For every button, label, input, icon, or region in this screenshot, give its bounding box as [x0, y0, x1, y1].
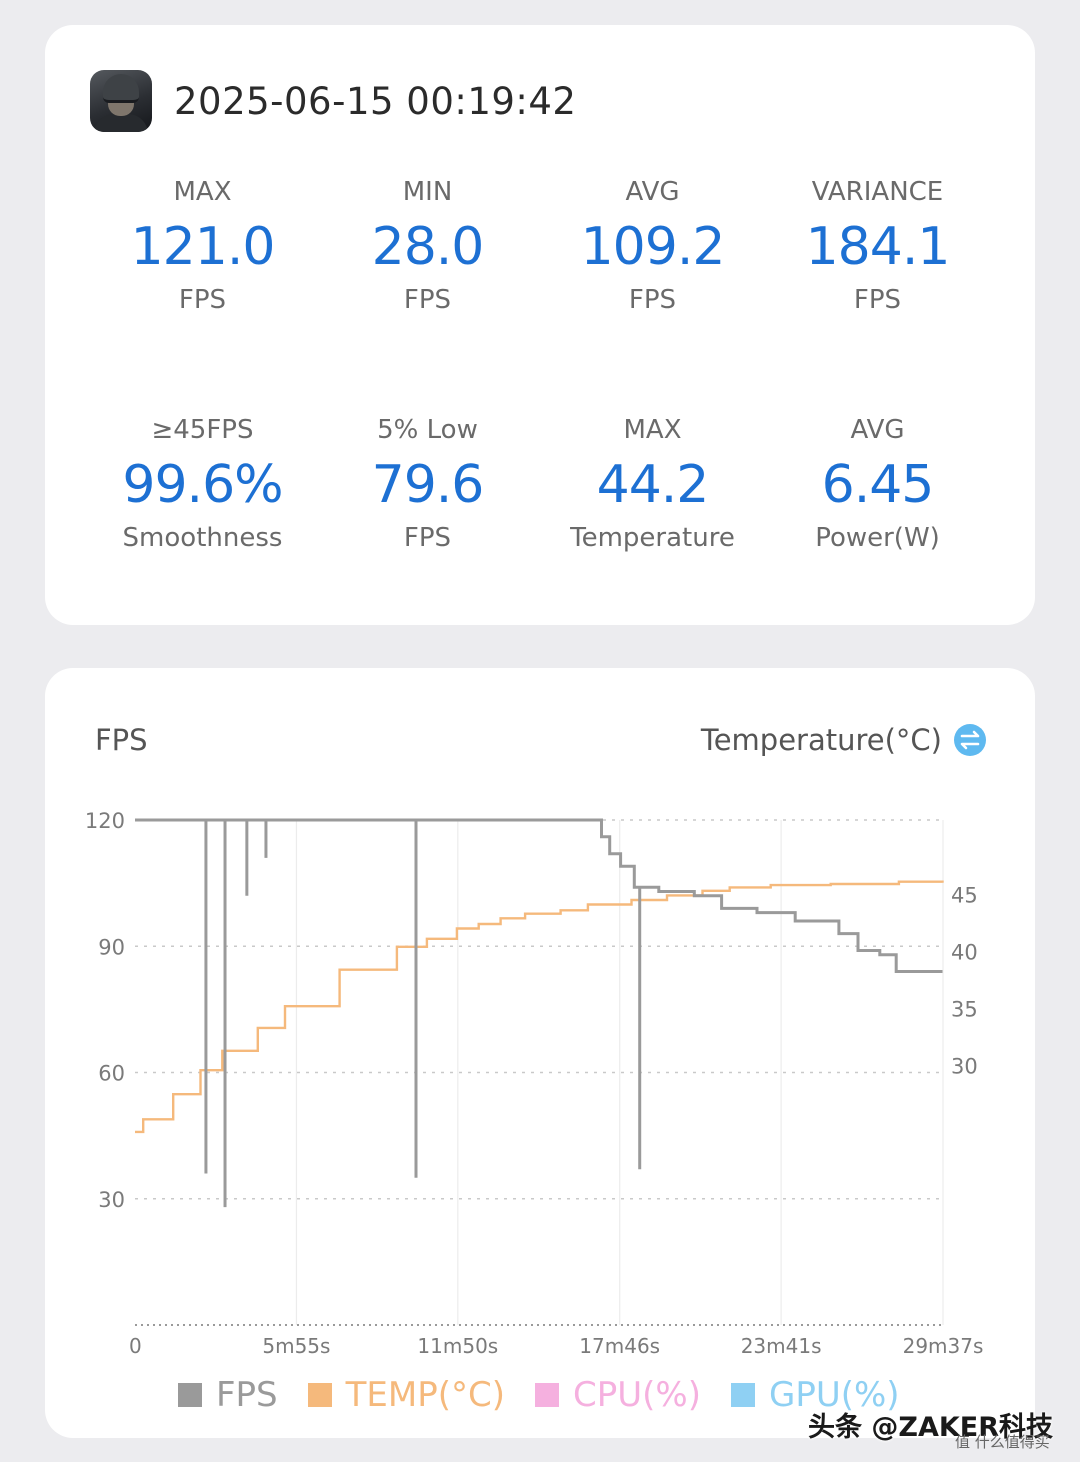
stat-avg-power: AVG 6.45 Power(W)	[765, 415, 990, 553]
legend-label: GPU(%)	[768, 1375, 900, 1415]
stat-label: MIN	[402, 177, 453, 207]
stat-unit: FPS	[853, 285, 902, 315]
right-axis-tick-label: 45	[951, 883, 978, 907]
stat-value: 44.2	[596, 455, 710, 515]
stat-smoothness: ≥45FPS 99.6% Smoothness	[90, 415, 315, 553]
legend-item-temp[interactable]: TEMP(°C)	[307, 1375, 506, 1415]
stat-unit: Smoothness	[122, 523, 283, 553]
stat-value: 121.0	[130, 217, 276, 277]
stat-5pct-low: 5% Low 79.6 FPS	[315, 415, 540, 553]
stat-label: ≥45FPS	[151, 415, 254, 445]
watermark-subtext: 值 什么值得买	[955, 1433, 1050, 1451]
legend-swatch	[307, 1383, 332, 1407]
stat-value: 6.45	[821, 455, 935, 515]
stats-card: 2025-06-15 00:19:42 MAX 121.0 FPS MIN 28…	[45, 25, 1035, 625]
fps-temperature-chart: 30 60 90 120 30 35 40 45 0 5m55s 11m50s 17m46s 23m41…	[85, 809, 984, 1358]
stat-value: 28.0	[371, 217, 485, 277]
legend-label: FPS	[216, 1375, 278, 1415]
chart-left-axis-title: FPS	[95, 723, 148, 757]
x-axis-tick-label: 23m41s	[741, 1334, 822, 1358]
stat-value: 79.6	[371, 455, 485, 515]
stat-label: AVG	[850, 415, 905, 445]
stat-unit: FPS	[403, 285, 452, 315]
stat-unit: FPS	[628, 285, 677, 315]
legend-item-cpu[interactable]: CPU(%)	[535, 1375, 701, 1415]
left-axis-tick-label: 30	[98, 1188, 125, 1212]
left-axis-tick-label: 60	[98, 1062, 125, 1086]
chart-right-axis-title: Temperature(°C)	[700, 723, 942, 757]
x-axis-tick-label: 11m50s	[417, 1334, 498, 1358]
x-axis-tick-label: 17m46s	[579, 1334, 660, 1358]
stat-avg-fps: AVG 109.2 FPS	[540, 177, 765, 315]
stat-variance: VARIANCE 184.1 FPS	[765, 177, 990, 315]
stat-label: AVG	[625, 177, 680, 207]
temp-series-line	[135, 880, 944, 1134]
stat-value: 99.6%	[122, 455, 283, 515]
stat-min-fps: MIN 28.0 FPS	[315, 177, 540, 315]
stat-unit: FPS	[403, 523, 452, 553]
stat-unit: Power(W)	[815, 523, 940, 553]
right-axis-tick-label: 35	[951, 998, 978, 1022]
legend-swatch	[730, 1383, 755, 1407]
fps-series-line	[135, 818, 943, 973]
right-axis-tick-label: 40	[951, 940, 978, 964]
x-axis-tick-label: 5m55s	[262, 1334, 330, 1358]
legend-label: TEMP(°C)	[345, 1375, 506, 1415]
legend-label: CPU(%)	[573, 1375, 701, 1415]
stat-label: 5% Low	[377, 415, 478, 445]
stat-unit: Temperature	[570, 523, 735, 553]
stat-label: MAX	[623, 415, 682, 445]
left-axis-tick-label: 120	[85, 809, 125, 833]
x-axis-tick-label: 0	[129, 1334, 142, 1358]
session-timestamp: 2025-06-15 00:19:42	[174, 79, 577, 123]
legend-item-gpu[interactable]: GPU(%)	[730, 1375, 900, 1415]
stat-max-temperature: MAX 44.2 Temperature	[540, 415, 765, 553]
left-axis-tick-label: 90	[98, 935, 125, 959]
right-axis-tick-label: 30	[951, 1055, 978, 1079]
session-header: 2025-06-15 00:19:42	[90, 70, 576, 132]
game-avatar-icon[interactable]	[90, 70, 152, 132]
swap-icon[interactable]	[953, 723, 987, 757]
legend-swatch	[178, 1383, 202, 1407]
watermark-text: 头条 @ZAKER科技	[808, 1412, 1054, 1443]
stat-label: MAX	[173, 177, 232, 207]
stat-value: 184.1	[805, 217, 951, 277]
stat-value: 109.2	[580, 217, 726, 277]
chart-legend: FPS TEMP(°C) CPU(%) GPU(%)	[178, 1375, 930, 1415]
legend-swatch	[535, 1383, 560, 1407]
chart-card: FPS Temperature(°C) 30 60 90 120 30 35 40 45 0 5m…	[45, 668, 1035, 1438]
stat-label: VARIANCE	[811, 177, 944, 207]
legend-item-fps[interactable]: FPS	[178, 1375, 278, 1415]
x-axis-tick-label: 29m37s	[903, 1334, 984, 1358]
stat-unit: FPS	[178, 285, 227, 315]
stat-max-fps: MAX 121.0 FPS	[90, 177, 315, 315]
